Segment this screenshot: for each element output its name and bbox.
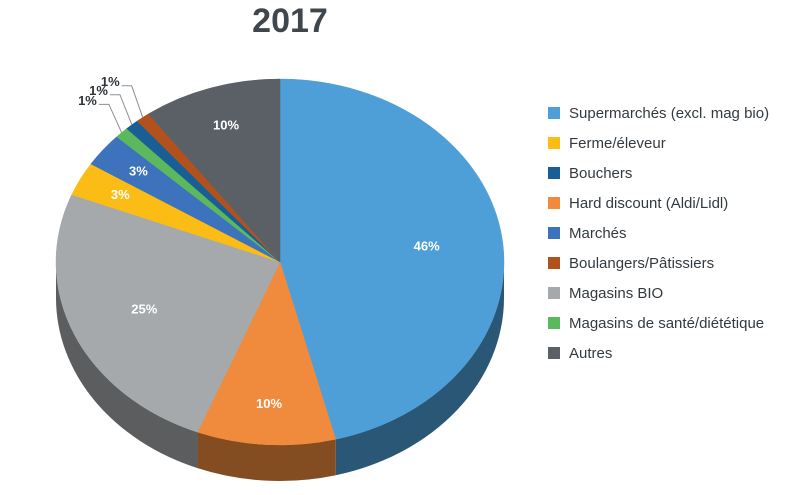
legend-swatch (548, 317, 560, 329)
legend-item-hard-discount-aldi-lidl: Hard discount (Aldi/Lidl) (548, 188, 798, 218)
pie-slice-supermarches-excl-mag-bio (279, 78, 505, 440)
slice-label-marches: 3% (129, 164, 148, 179)
slice-label-supermarches-excl-mag-bio: 46% (414, 238, 440, 253)
slice-label-magasins-de-sante-dietetique: 1% (78, 93, 97, 108)
legend-label: Bouchers (569, 164, 633, 182)
leader-line-boulangers-patissiers (121, 85, 144, 118)
legend-item-boulangers-patissiers: Boulangers/Pâtissiers (548, 248, 798, 278)
pie-top-group (55, 78, 505, 446)
legend-swatch (548, 287, 560, 299)
pie-slice-hard-discount-aldi-lidl (197, 261, 337, 446)
legend-label: Magasins BIO (569, 284, 664, 302)
pie-side-magasins-bio (56, 262, 198, 469)
legend-label: Magasins de santé/diététique (569, 314, 765, 332)
slice-label-hard-discount-aldi-lidl: 10% (256, 396, 282, 411)
leader-line-bouchers (109, 94, 133, 125)
pie-leader-lines (98, 85, 144, 133)
chart-title: 2017 (252, 2, 328, 40)
legend-item-marches: Marchés (548, 218, 798, 248)
legend-swatch (548, 167, 560, 179)
legend-label: Hard discount (Aldi/Lidl) (569, 194, 729, 212)
pie-slice-autres (147, 78, 281, 263)
slice-label-magasins-bio: 25% (131, 301, 157, 316)
slice-label-boulangers-patissiers: 1% (101, 74, 120, 89)
slice-label-autres: 10% (213, 118, 239, 133)
slice-label-ferme-eleveur: 3% (111, 187, 130, 202)
legend-label: Boulangers/Pâtissiers (569, 254, 715, 272)
legend-swatch (548, 197, 560, 209)
leader-line-magasins-de-sante-dietetique (98, 103, 123, 133)
legend-label: Supermarchés (excl. mag bio) (569, 104, 770, 122)
legend-swatch (548, 137, 560, 149)
legend-item-ferme-eleveur: Ferme/éleveur (548, 128, 798, 158)
legend-item-bouchers: Bouchers (548, 158, 798, 188)
pie-chart: 46%10%25%3%3%1%1%1%10% (55, 74, 505, 481)
legend-label: Marchés (569, 224, 627, 242)
legend-swatch (548, 257, 560, 269)
legend: Supermarchés (excl. mag bio) Ferme/éleveu… (548, 98, 798, 368)
legend-item-magasins-de-sante-dietetique: Magasins de santé/diététique (548, 308, 798, 338)
legend-swatch (548, 347, 560, 359)
legend-item-autres: Autres (548, 338, 798, 368)
legend-label: Autres (569, 344, 613, 362)
legend-item-magasins-bio: Magasins BIO (548, 278, 798, 308)
pie-labels-group: 46%10%25%3%3%1%1%1%10% (78, 74, 440, 411)
legend-item-supermarches-excl-mag-bio: Supermarchés (excl. mag bio) (548, 98, 798, 128)
slice-label-bouchers: 1% (89, 83, 108, 98)
legend-swatch (548, 227, 560, 239)
legend-swatch (548, 107, 560, 119)
pie-depth-group (56, 262, 504, 481)
pie-slice-magasins-bio (55, 194, 281, 433)
pie-side-supermarches-excl-mag-bio (335, 262, 504, 476)
legend-label: Ferme/éleveur (569, 134, 666, 152)
